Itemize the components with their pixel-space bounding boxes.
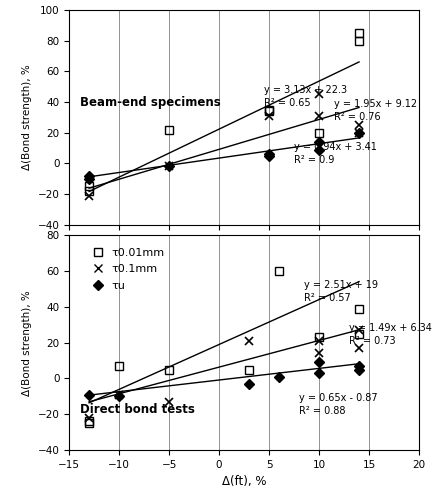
X-axis label: Δ(ft), %: Δ(ft), % (222, 476, 267, 488)
Text: Direct bond tests: Direct bond tests (79, 403, 194, 416)
Text: y = 0.65x - 0.87
R² = 0.88: y = 0.65x - 0.87 R² = 0.88 (299, 393, 378, 416)
Text: y = 2.51x + 19
R² = 0.57: y = 2.51x + 19 R² = 0.57 (304, 280, 378, 303)
Text: y = 1.95x + 9.12
R² = 0.76: y = 1.95x + 9.12 R² = 0.76 (334, 99, 417, 122)
Text: y = 1.49x + 6.34
R² = 0.73: y = 1.49x + 6.34 R² = 0.73 (349, 323, 432, 346)
Text: y = 3.13x + 22.3
R² = 0.65: y = 3.13x + 22.3 R² = 0.65 (264, 85, 347, 108)
Text: Beam-end specimens: Beam-end specimens (79, 96, 220, 109)
Y-axis label: Δ(Bond strength), %: Δ(Bond strength), % (22, 64, 32, 170)
Legend: τ0.01mm, τ0.1mm, τu: τ0.01mm, τ0.1mm, τu (85, 243, 169, 296)
Y-axis label: Δ(Bond strength), %: Δ(Bond strength), % (22, 290, 32, 396)
Text: y = 0.94x + 3.41
R² = 0.9: y = 0.94x + 3.41 R² = 0.9 (294, 142, 377, 165)
